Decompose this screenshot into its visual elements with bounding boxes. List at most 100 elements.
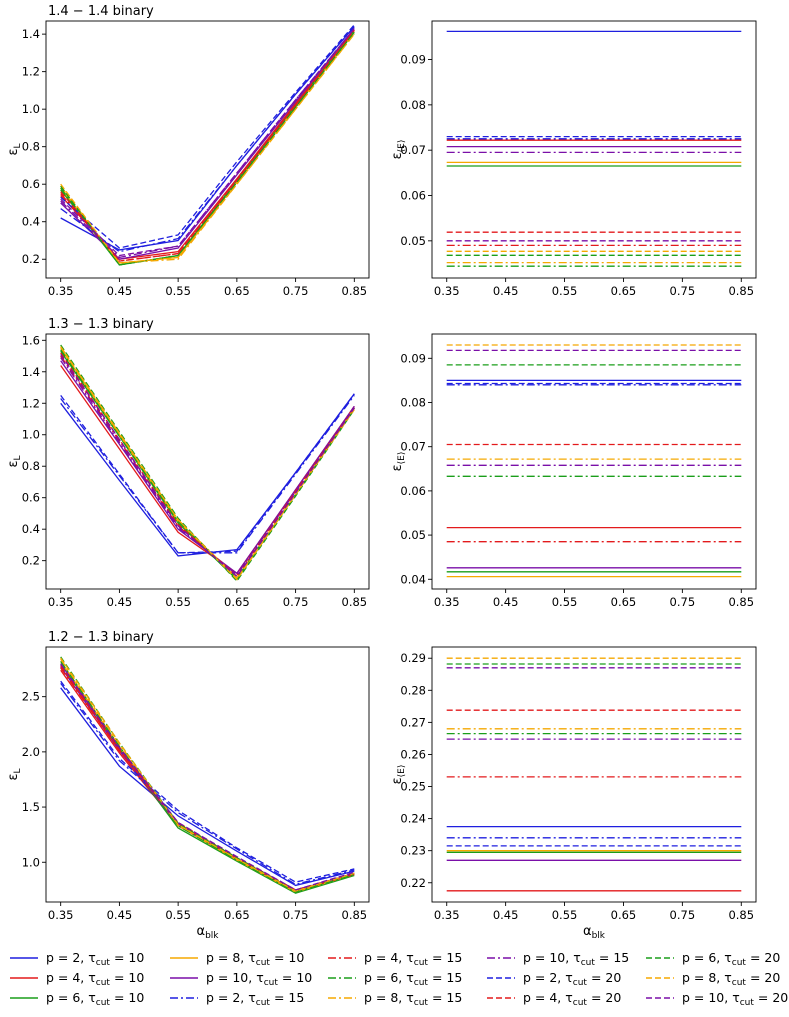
chart-panel-4: 0.35 0.45 0.55 0.65 0.75 0.85 0.04 0.05 0.06 0.07…: [390, 333, 757, 609]
legend-item: p = 8, τcut = 10: [170, 950, 304, 968]
plot-frame: [431, 646, 757, 903]
legend-item: p = 2, τcut = 15: [170, 990, 304, 1008]
y-tick-label: 0.8: [22, 140, 40, 154]
plot-frame: [431, 20, 757, 279]
y-axis-label: εL: [6, 768, 23, 780]
x-tick-label: 0.65: [611, 908, 637, 922]
series-line: [60, 28, 355, 260]
y-axis-label: ε⟨E⟩: [390, 765, 407, 785]
legend-label-value: = 10: [278, 970, 312, 985]
legend-item: p = 8, τcut = 15: [328, 990, 462, 1008]
legend: p = 2, τcut = 10p = 4, τcut = 10p = 6, τ…: [10, 950, 788, 1008]
y-axis-label-subscript: ⟨E⟩: [397, 765, 407, 778]
y-axis-label-subscript: L: [13, 143, 23, 148]
plot-frame: [45, 20, 370, 279]
legend-label: p = 6, τcut = 10: [46, 990, 144, 1008]
chart-panel-6: 0.35 0.45 0.55 0.65 0.75 0.85 0.22 0.23 0.24 0.25…: [390, 646, 757, 941]
x-tick-label: 0.85: [342, 595, 368, 609]
x-tick-label: 0.85: [728, 595, 754, 609]
y-axis-label: εL: [6, 455, 23, 467]
legend-label: p = 4, τcut = 10: [46, 970, 144, 988]
chart-panel-5: 1.2 − 1.3 binary 0.35 0.45 0.55 0.65 0.75 0.85…: [6, 630, 370, 941]
legend-label-value: = 20: [754, 990, 788, 1005]
y-tick-label: 0.27: [400, 715, 426, 729]
y-axis-label-subscript: ⟨E⟩: [397, 140, 407, 153]
x-axis-label-main: α: [583, 924, 592, 939]
series-line: [60, 657, 355, 892]
y-tick-label: 0.05: [400, 234, 426, 248]
y-axis-label: ε⟨E⟩: [390, 452, 407, 472]
legend-label: p = 2, τcut = 15: [206, 990, 304, 1008]
legend-item: p = 2, τcut = 10: [10, 950, 144, 968]
series-line: [60, 347, 355, 579]
y-tick-label: 1.0: [22, 102, 40, 116]
series-line: [60, 29, 355, 266]
x-tick-label: 0.75: [283, 908, 309, 922]
chart-title: 1.4 − 1.4 binary: [48, 4, 154, 19]
series-line: [60, 669, 355, 893]
x-tick-label: 0.35: [434, 595, 460, 609]
legend-item: p = 6, τcut = 10: [10, 990, 144, 1008]
y-tick-label: 1.0: [22, 855, 40, 869]
series-line: [60, 33, 355, 264]
y-axis-label: εL: [6, 143, 23, 155]
plot-frame: [45, 333, 370, 590]
legend-item: p = 6, τcut = 20: [646, 950, 780, 968]
x-tick-label: 0.55: [165, 595, 191, 609]
series-line: [60, 344, 355, 583]
legend-label-value: = 10: [110, 970, 144, 985]
legend-label: p = 10, τcut = 10: [206, 970, 312, 988]
series-line: [60, 346, 355, 581]
legend-label: p = 4, τcut = 15: [364, 950, 462, 968]
y-tick-label: 0.07: [400, 143, 426, 157]
legend-item: p = 10, τcut = 10: [170, 970, 312, 988]
legend-label-subscript: cut: [573, 998, 588, 1008]
legend-label-main: p = 4, τ: [46, 970, 96, 985]
x-tick-label: 0.55: [552, 284, 578, 298]
y-tick-label: 0.28: [400, 683, 426, 697]
series-line: [60, 26, 355, 253]
x-tick-label: 0.65: [611, 284, 637, 298]
legend-item: p = 4, τcut = 10: [10, 970, 144, 988]
legend-label-subscript: cut: [256, 958, 271, 968]
x-tick-label: 0.55: [552, 595, 578, 609]
x-tick-label: 0.55: [552, 908, 578, 922]
legend-label-main: p = 6, τ: [682, 950, 732, 965]
legend-label-main: p = 8, τ: [364, 990, 414, 1005]
x-tick-label: 0.55: [165, 908, 191, 922]
series-line: [60, 28, 355, 257]
x-tick-label: 0.35: [434, 908, 460, 922]
y-tick-label: 1.2: [22, 396, 40, 410]
legend-label-value: = 20: [746, 970, 780, 985]
y-tick-label: 0.25: [400, 780, 426, 794]
series-line: [60, 663, 355, 891]
y-tick-label: 0.22: [400, 876, 426, 890]
legend-label-subscript: cut: [96, 998, 111, 1008]
series-line: [60, 357, 355, 576]
series-line: [60, 658, 355, 892]
y-tick-label: 0.6: [22, 491, 40, 505]
y-axis-label-main: ε: [390, 777, 405, 784]
x-tick-label: 0.45: [493, 284, 519, 298]
y-tick-label: 0.2: [22, 554, 40, 568]
chart-title: 1.2 − 1.3 binary: [48, 630, 154, 645]
series-line: [60, 350, 355, 581]
x-axis-label-subscript: blk: [592, 931, 606, 941]
legend-label-subscript: cut: [732, 958, 747, 968]
series-line: [60, 352, 355, 578]
series-line: [60, 667, 355, 892]
chart-title: 1.3 − 1.3 binary: [48, 317, 154, 332]
y-tick-label: 1.4: [22, 27, 40, 41]
y-tick-label: 0.6: [22, 177, 40, 191]
legend-label-subscript: cut: [581, 958, 596, 968]
y-tick-label: 0.05: [400, 528, 426, 542]
y-axis-label-main: ε: [6, 460, 21, 467]
legend-item: p = 2, τcut = 20: [487, 970, 621, 988]
legend-item: p = 10, τcut = 15: [487, 950, 629, 968]
x-axis-label: αblk: [196, 924, 219, 941]
legend-item: p = 4, τcut = 20: [487, 990, 621, 1008]
y-tick-label: 0.09: [400, 53, 426, 67]
chart-panel-1: 1.4 − 1.4 binary 0.35 0.45 0.55 0.65 0.75 0.85…: [6, 4, 370, 298]
x-tick-label: 0.45: [493, 908, 519, 922]
